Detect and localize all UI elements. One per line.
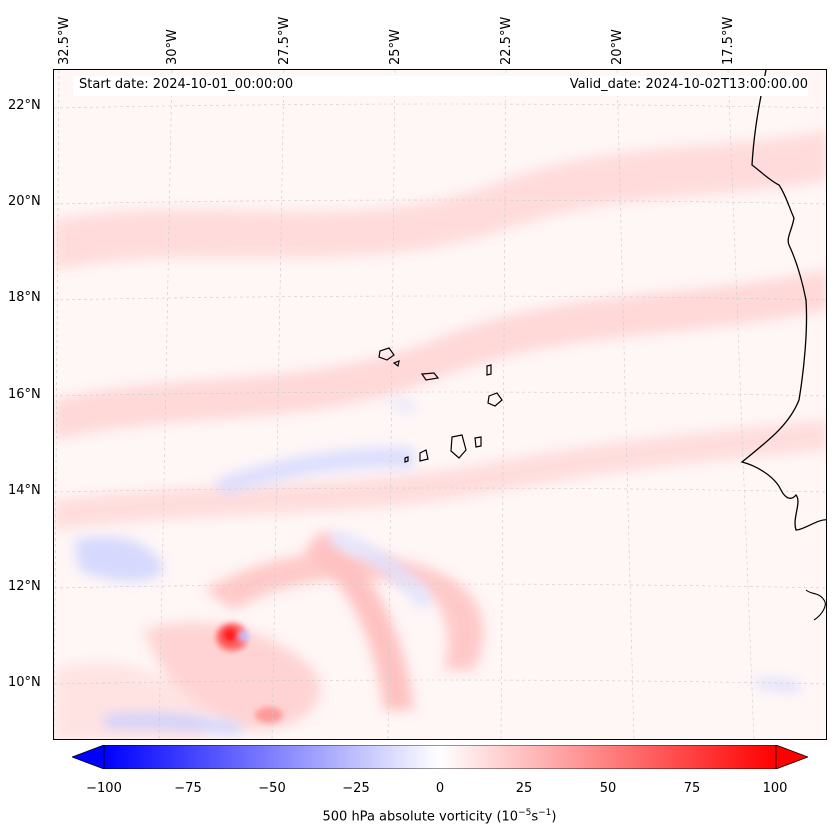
date-info-bar	[73, 76, 808, 96]
cape-verde-islands	[378, 347, 503, 463]
lat-label-16n: 16°N	[8, 387, 41, 402]
colorbar-tick: −100	[86, 781, 122, 796]
map-canvas	[54, 70, 826, 739]
coast-detail	[805, 589, 826, 621]
colorbar-tick: 100	[762, 781, 788, 796]
valid-date: Valid_date: 2024-10-02T13:00:00.00	[569, 77, 808, 92]
africa-coastline	[740, 70, 826, 531]
lat-label-18n: 18°N	[8, 290, 41, 305]
lat-label-22n: 22°N	[8, 98, 41, 113]
colorbar-max-extend	[775, 745, 808, 769]
negative-vorticity-field	[74, 399, 804, 735]
colorbar-tick: 75	[683, 781, 701, 796]
colorbar-tick: 0	[435, 781, 445, 796]
colorbar-min-extend	[72, 745, 105, 769]
vortex-max	[216, 623, 283, 723]
lon-label-27-5w: 27.5°W	[277, 16, 292, 65]
lat-label-10n: 10°N	[8, 675, 41, 690]
colorbar-tick: −75	[174, 781, 202, 796]
colorbar-label: 500 hPa absolute vorticity (10−5s−1)	[322, 808, 557, 825]
graticule	[54, 70, 826, 739]
lon-label-25w: 25°W	[388, 29, 403, 65]
lat-label-20n: 20°N	[8, 194, 41, 209]
lat-label-12n: 12°N	[8, 579, 41, 594]
colorbar-tick: 50	[599, 781, 617, 796]
lon-label-32-5w: 32.5°W	[57, 16, 72, 65]
colorbar-gradient	[103, 745, 777, 769]
colorbar-tick: −25	[342, 781, 370, 796]
vorticity-map	[53, 69, 827, 740]
lon-label-22-5w: 22.5°W	[499, 16, 514, 65]
colorbar-tick: −50	[258, 781, 286, 796]
lon-label-30w: 30°W	[165, 29, 180, 65]
colorbar	[72, 745, 808, 769]
start-date: Start date: 2024-10-01_00:00:00	[79, 77, 294, 92]
colorbar-tick: 25	[515, 781, 533, 796]
lon-label-20w: 20°W	[610, 29, 625, 65]
lat-label-14n: 14°N	[8, 483, 41, 498]
lon-label-17-5w: 17.5°W	[721, 16, 736, 65]
